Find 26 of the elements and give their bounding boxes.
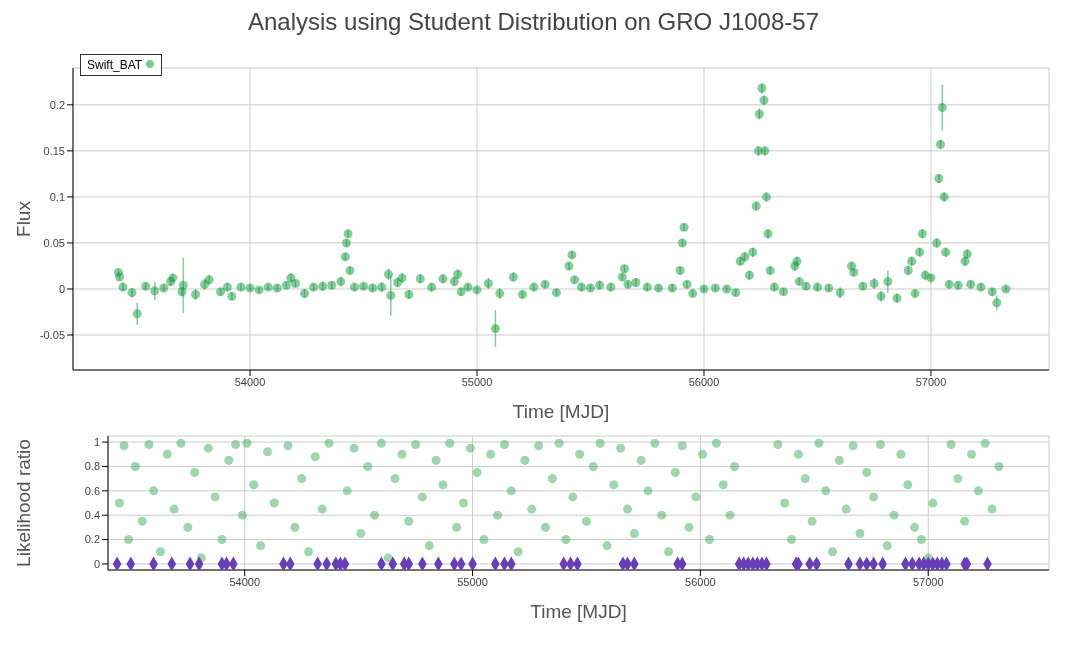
y-tick-label: 1 — [93, 436, 100, 448]
x-tick-label: 55000 — [457, 575, 488, 588]
y-tick-label: 0.4 — [84, 509, 100, 522]
y-tick-label: 0 — [58, 282, 65, 295]
y-tick-label: 0.15 — [43, 144, 65, 157]
y-axis-title: Likelihood ratio — [12, 439, 34, 567]
y-tick-label: -0.05 — [39, 328, 65, 341]
x-axis-title: Time [MJD] — [530, 601, 627, 622]
x-tick-label: 54000 — [234, 375, 266, 388]
y-tick-label: 0.2 — [49, 98, 65, 111]
y-tick-label: 0.2 — [84, 533, 100, 546]
x-tick-label: 55000 — [461, 375, 493, 388]
y-tick-label: 0.6 — [84, 484, 100, 497]
x-tick-label: 57000 — [912, 575, 944, 588]
chart-title: Analysis using Student Distribution on GRO J1008-57 — [247, 8, 820, 37]
y-axis-title: Flux — [12, 200, 34, 237]
x-tick-label: 56000 — [685, 575, 716, 588]
x-tick-label: 56000 — [688, 375, 720, 388]
x-tick-label: 54000 — [229, 575, 260, 588]
x-axis-title: Time [MJD] — [512, 401, 610, 422]
legend-label: Swift_BAT — [87, 58, 143, 72]
y-tick-label: 0.1 — [49, 190, 65, 203]
y-tick-label: 0.05 — [43, 236, 65, 249]
y-tick-label: 0.8 — [84, 460, 100, 473]
x-tick-label: 57000 — [915, 375, 947, 388]
y-tick-label: 0 — [93, 557, 100, 570]
